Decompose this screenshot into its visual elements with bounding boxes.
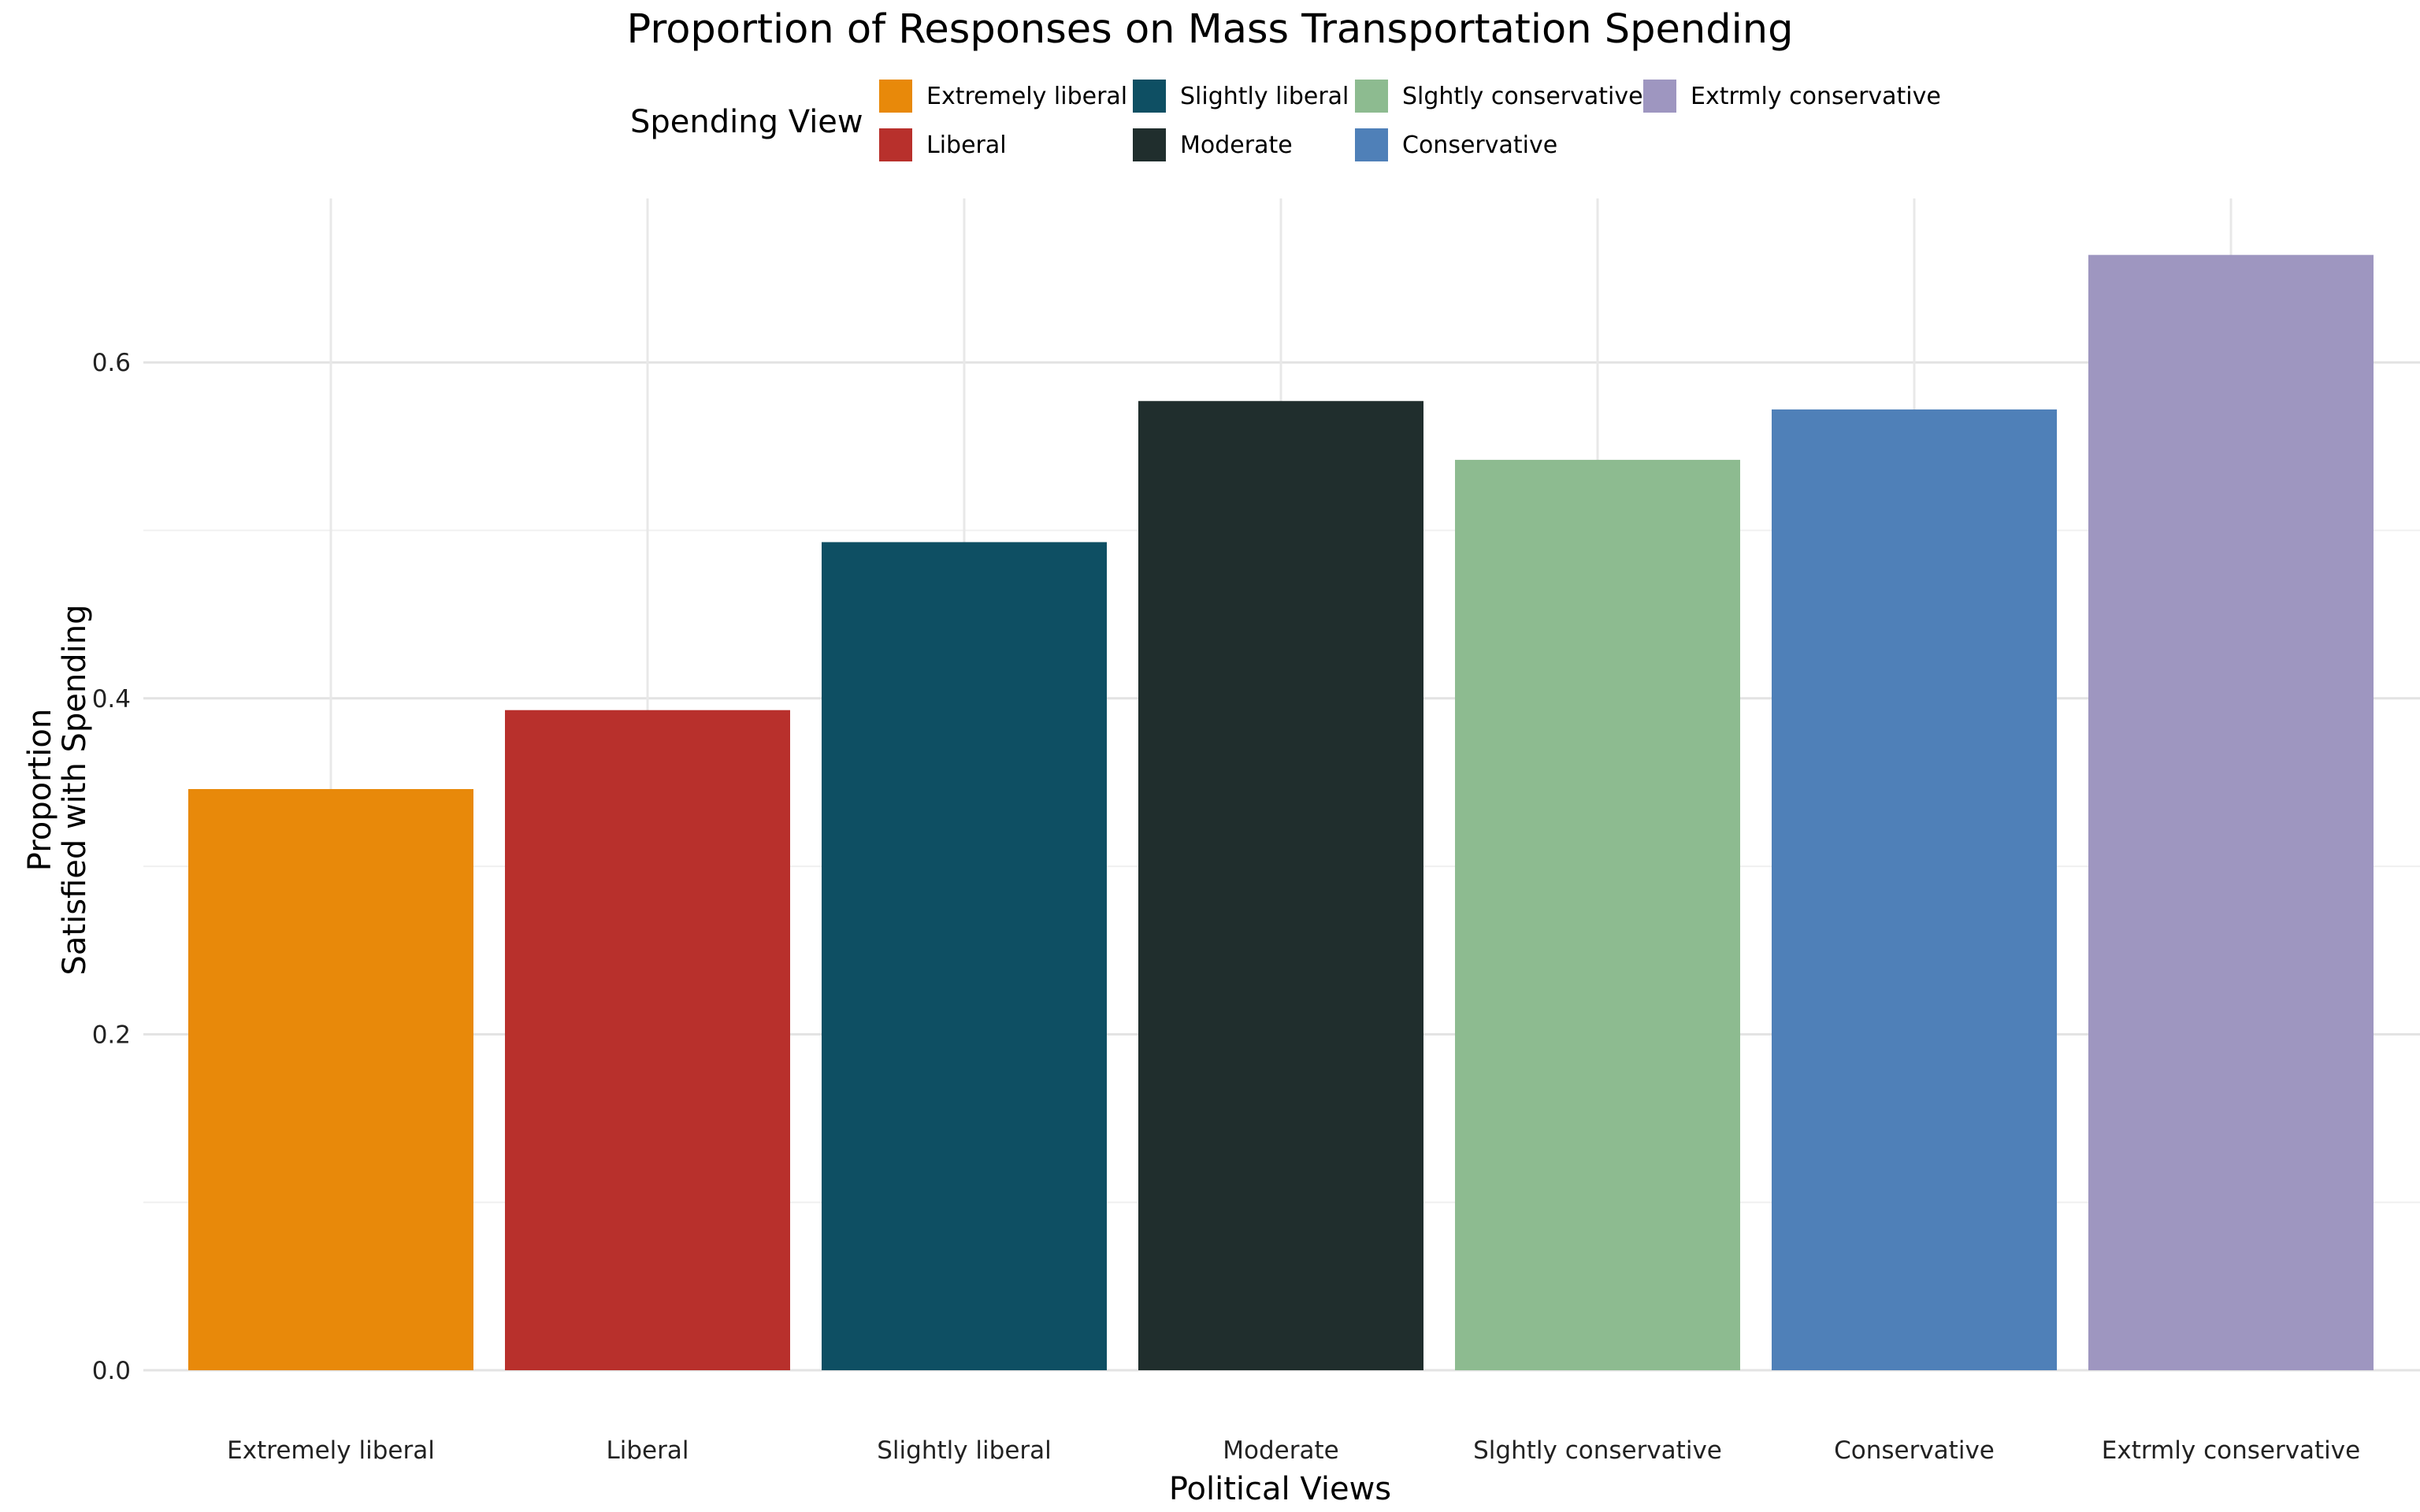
bar-3	[1138, 401, 1423, 1370]
legend-item: Slightly liberal	[1133, 79, 1349, 113]
legend-label: Slghtly conservative	[1402, 82, 1643, 110]
legend-item: Extremely liberal	[879, 79, 1127, 113]
legend-label: Slightly liberal	[1180, 82, 1349, 110]
y-tick-label: 0.6	[92, 349, 131, 377]
legend-item: Liberal	[879, 128, 1007, 162]
x-tick-label: Extremely liberal	[227, 1436, 435, 1465]
legend-label: Extrmly conservative	[1691, 82, 1941, 110]
legend-swatch	[879, 80, 912, 113]
legend-swatch	[1355, 80, 1388, 113]
bar-5	[1772, 409, 2057, 1370]
bar-4	[1455, 459, 1740, 1370]
legend-item: Conservative	[1355, 128, 1557, 162]
legend-item: Slghtly conservative	[1355, 79, 1643, 113]
x-tick-label: Liberal	[607, 1436, 689, 1465]
y-tick-label: 0.2	[92, 1021, 131, 1049]
legend-swatch	[1133, 128, 1166, 161]
legend-item: Moderate	[1133, 128, 1293, 162]
legend-label: Extremely liberal	[926, 82, 1128, 110]
x-tick-label: Slghtly conservative	[1473, 1436, 1722, 1465]
legend-swatch	[879, 128, 912, 161]
legend-label: Moderate	[1180, 131, 1293, 159]
legend-swatch	[1355, 128, 1388, 161]
legend-title: Spending View	[630, 104, 863, 140]
y-tick-label: 0.4	[92, 685, 131, 713]
x-tick-label: Extrmly conservative	[2102, 1436, 2360, 1465]
bar-0	[188, 788, 473, 1370]
y-axis-title: ProportionSatisfied with Spending	[22, 604, 93, 975]
x-tick-label: Moderate	[1223, 1436, 1338, 1465]
legend-label: Liberal	[926, 131, 1007, 159]
y-tick-label: 0.0	[92, 1357, 131, 1385]
legend-label: Conservative	[1402, 131, 1558, 159]
bar-1	[505, 710, 790, 1370]
x-axis-title: Political Views	[1169, 1471, 1391, 1507]
legend: Spending View Extremely liberal Liberal Sl…	[630, 77, 1969, 172]
bar-2	[822, 542, 1107, 1370]
y-axis-title-line: Proportion	[22, 709, 58, 871]
bar-6	[2088, 254, 2374, 1370]
x-tick-label: Slightly liberal	[877, 1436, 1052, 1465]
x-tick-label: Conservative	[1834, 1436, 1995, 1465]
legend-swatch	[1133, 80, 1166, 113]
chart-title: Proportion of Responses on Mass Transpor…	[626, 6, 1794, 53]
legend-swatch	[1643, 80, 1676, 113]
y-axis-title-line: Satisfied with Spending	[57, 604, 93, 975]
legend-item: Extrmly conservative	[1643, 79, 1941, 113]
